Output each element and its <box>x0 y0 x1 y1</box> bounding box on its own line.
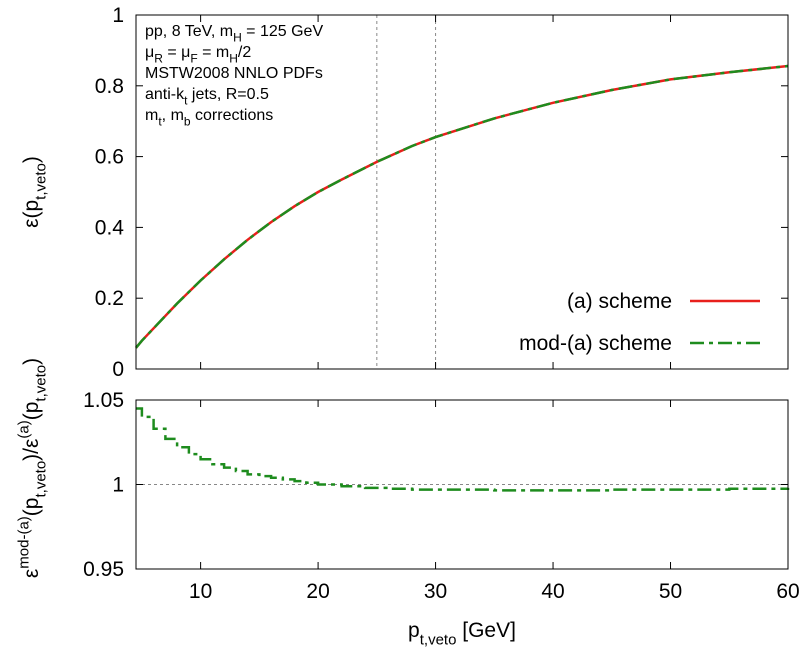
top-annotation: μR = μF = mH/2 <box>145 44 251 66</box>
top-y-tick-label: 0 <box>112 358 124 381</box>
top-y-axis-label: ε(pt,veto) <box>20 156 49 228</box>
bottom-y-axis-label-part: (p <box>20 402 43 421</box>
top-annotation-part: H <box>229 52 238 66</box>
axis-labels: ε(pt,veto)εmod-(a)(pt,veto)/ε(a)(pt,veto… <box>16 156 516 648</box>
top-annotation: MSTW2008 NNLO PDFs <box>145 65 323 82</box>
x-axis-label-part: t,veto <box>420 631 457 648</box>
legend-label: (a) scheme <box>567 290 672 313</box>
bottom-y-axis-label-part: mod-(a) <box>16 516 33 569</box>
x-axis-label-part: p <box>408 619 420 642</box>
top-annotation-part: pp, 8 TeV, m <box>145 23 233 40</box>
bottom-x-tick-label: 30 <box>424 580 447 603</box>
bottom-y-axis-label-part: )/ε <box>20 439 43 461</box>
top-annotation-part: /2 <box>238 44 251 61</box>
bottom-x-tick-label: 50 <box>659 580 682 603</box>
top-annotation-part: μ <box>145 44 154 61</box>
top-annotation: mt, mb corrections <box>145 107 273 129</box>
bottom-y-axis-label-part: t,veto <box>32 461 49 498</box>
top-y-tick-label: 0.8 <box>95 75 124 98</box>
top-annotation-part: R <box>154 52 163 66</box>
top-annotation: anti-kt jets, R=0.5 <box>145 86 269 108</box>
top-annotation-part: F <box>190 52 197 66</box>
bottom-x-tick-label: 40 <box>541 580 564 603</box>
top-annotation-part: H <box>233 31 242 45</box>
top-y-tick-label: 0.6 <box>95 146 124 169</box>
top-y-tick-label: 0.4 <box>95 216 125 239</box>
top-annotation-part: corrections <box>191 107 274 124</box>
bottom-y-tick-label: 1.05 <box>83 389 124 412</box>
bottom-y-axis-label-part: t,veto <box>32 365 49 402</box>
top-annotation: pp, 8 TeV, mH = 125 GeV <box>145 23 323 45</box>
bottom-y-tick-label: 0.95 <box>83 558 124 581</box>
x-axis-label-part: [GeV] <box>456 619 516 642</box>
bottom-y-axis-label-part: (p <box>20 498 43 517</box>
legend-label: mod-(a) scheme <box>519 332 672 355</box>
top-frame <box>135 14 789 370</box>
top-y-tick-label: 1 <box>112 4 124 27</box>
top-annotation-part: jets, R=0.5 <box>187 86 268 103</box>
top-y-axis-label-part: ε(p <box>20 200 43 228</box>
top-annotation-part: , m <box>162 107 184 124</box>
bottom-y-axis-label-part: ε <box>20 569 43 578</box>
top-annotation-part: MSTW2008 NNLO PDFs <box>145 65 323 82</box>
bottom-panel: 10 20 30 40 50 60 0.95 1 1.05 <box>83 389 800 603</box>
bottom-y-tick-label: 1 <box>112 474 124 497</box>
top-annotation-part: t <box>184 94 188 108</box>
top-annotation-part: = 125 GeV <box>242 23 324 40</box>
top-y-axis-label-part: ) <box>20 156 43 163</box>
bottom-y-axis-label-part: ) <box>20 358 43 365</box>
top-annotation-part: m <box>145 107 158 124</box>
bottom-series-mod-a-scheme <box>136 407 790 492</box>
top-y-axis-label-part: t,veto <box>32 163 49 200</box>
bottom-x-tick-label: 60 <box>776 580 799 603</box>
top-annotation-part: t <box>158 115 162 129</box>
top-annotation-part: b <box>184 115 191 129</box>
bottom-y-axis-label: εmod-(a)(pt,veto)/ε(a)(pt,veto) <box>16 358 50 578</box>
top-annotation-part: = m <box>198 44 230 61</box>
top-y-tick-label: 0.2 <box>95 287 124 310</box>
bottom-x-tick-label: 10 <box>189 580 212 603</box>
bottom-y-axis-label-part: (a) <box>16 420 33 438</box>
x-axis-label: pt,veto [GeV] <box>408 619 516 648</box>
top-annotation-part: anti-k <box>145 86 185 103</box>
top-annotation-part: = μ <box>163 44 190 61</box>
bottom-x-tick-label: 20 <box>306 580 329 603</box>
top-series-mod-a-scheme <box>135 64 789 349</box>
